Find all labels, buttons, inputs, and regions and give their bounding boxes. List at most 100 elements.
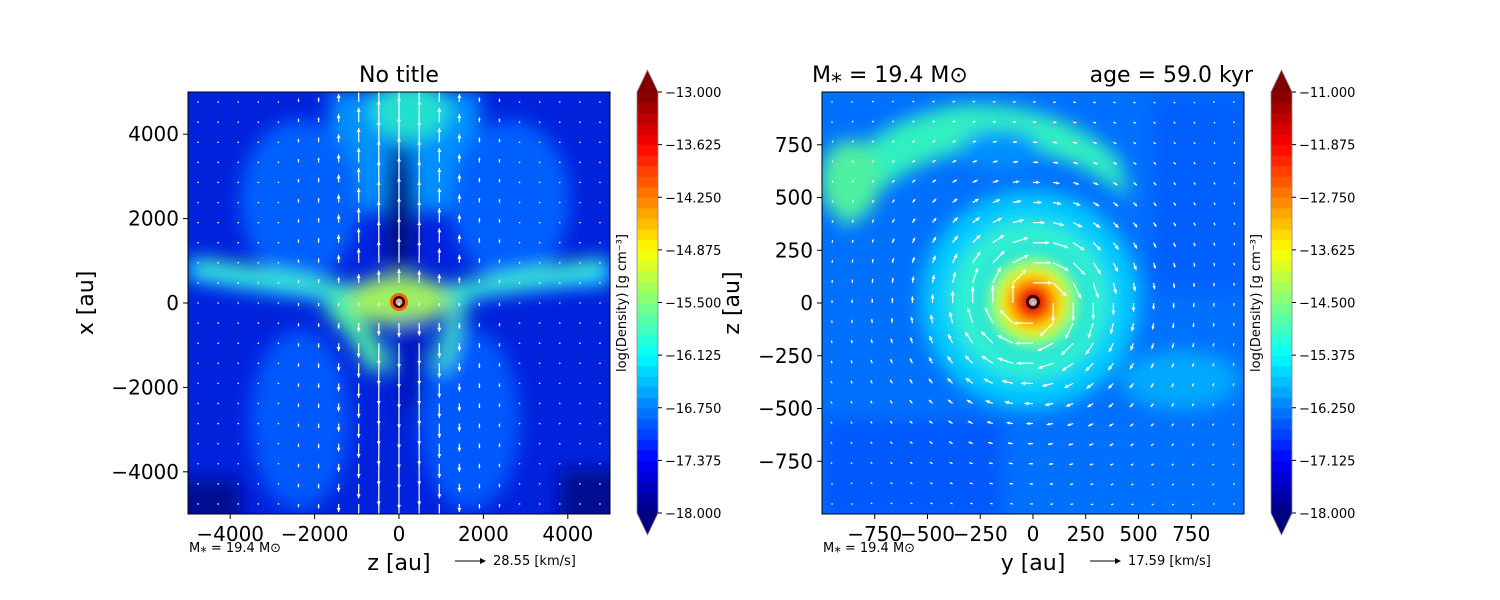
velocity-arrowhead [891, 297, 894, 301]
velocity-arrowhead [1034, 101, 1036, 103]
velocity-arrowhead [1214, 142, 1216, 144]
velocity-arrowhead [913, 120, 915, 122]
velocity-vector [558, 241, 561, 244]
velocity-arrowhead [317, 279, 320, 282]
velocity-arrowhead [356, 208, 361, 213]
velocity-arrowhead [850, 482, 852, 484]
velocity-arrowhead [1193, 264, 1196, 267]
colorbar-level [637, 449, 658, 461]
left-y-ticks: 4000 2000 0 −2000 −4000 [111, 122, 188, 484]
velocity-arrowhead [1194, 122, 1196, 124]
velocity-arrowhead [478, 486, 481, 489]
velocity-arrowhead [1172, 285, 1176, 288]
velocity-arrowhead [1172, 305, 1175, 309]
velocity-arrowhead [1233, 203, 1235, 205]
velocity-arrowhead [376, 100, 381, 105]
velocity-arrowhead [831, 300, 833, 302]
velocity-vector [599, 161, 601, 164]
velocity-vector [237, 362, 240, 365]
colorbar-level [637, 239, 658, 251]
velocity-arrowhead [1061, 350, 1066, 355]
velocity-arrowhead [297, 138, 300, 141]
velocity-vector [599, 302, 601, 304]
velocity-arrowhead [317, 117, 320, 120]
velocity-arrowhead [297, 425, 300, 427]
velocity-arrowhead [1040, 220, 1045, 225]
velocity-vector [518, 241, 521, 244]
velocity-arrowhead [317, 486, 320, 489]
velocity-vector [538, 362, 541, 365]
velocity-vector [237, 422, 240, 425]
colorbar-level [637, 207, 658, 219]
velocity-arrowhead [953, 101, 955, 103]
velocity-arrowhead [1054, 141, 1058, 144]
velocity-arrowhead [1192, 504, 1194, 505]
velocity-arrowhead [1232, 464, 1234, 466]
velocity-arrowhead [498, 158, 501, 161]
velocity-arrowhead [356, 413, 361, 418]
velocity-vector [217, 181, 219, 184]
velocity-vector [257, 382, 260, 385]
x-tick-label: 0 [393, 522, 406, 546]
velocity-arrowhead [1214, 162, 1216, 165]
velocity-arrowhead [437, 433, 442, 438]
y-tick-label: 4000 [128, 122, 179, 146]
colorbar-level [1271, 92, 1292, 104]
velocity-arrowhead [378, 304, 380, 306]
colorbar-level [637, 218, 658, 230]
velocity-vector [518, 382, 521, 385]
velocity-arrowhead [1086, 384, 1091, 389]
velocity-vector [277, 121, 280, 123]
colorbar-level [1271, 460, 1292, 472]
right-x-ticks: −750−500−250 0 250 500 750 [847, 514, 1210, 546]
colorbar-level [1271, 144, 1292, 156]
velocity-arrowhead [297, 259, 300, 262]
velocity-arrowhead [974, 140, 977, 143]
colorbar-extend-max [1271, 70, 1292, 92]
right-density-map [822, 92, 1244, 514]
velocity-vector [558, 322, 561, 324]
colorbar-tick-label: −13.625 [1299, 244, 1355, 259]
velocity-vector [257, 342, 260, 344]
left-quiver-key: 28.55 [km/s] [455, 554, 576, 569]
velocity-vector [217, 382, 219, 385]
velocity-arrowhead [478, 445, 481, 449]
velocity-arrowhead [1150, 424, 1153, 427]
velocity-vector [518, 402, 521, 405]
velocity-arrowhead [1048, 442, 1051, 446]
velocity-vector [538, 442, 541, 445]
velocity-arrowhead [438, 304, 441, 306]
velocity-arrowhead [950, 291, 955, 296]
velocity-arrowhead [831, 340, 833, 343]
velocity-arrowhead [478, 279, 481, 282]
colorbar-tick-label: −15.375 [1299, 349, 1355, 364]
velocity-arrowhead [1089, 463, 1092, 466]
velocity-arrowhead [498, 465, 501, 468]
velocity-arrowhead [1049, 483, 1052, 485]
velocity-arrowhead [870, 400, 873, 403]
velocity-arrowhead [376, 401, 381, 406]
velocity-arrowhead [930, 502, 932, 504]
velocity-arrowhead [1131, 483, 1133, 486]
velocity-arrowhead [336, 407, 341, 412]
velocity-vector [538, 422, 541, 425]
velocity-arrowhead [1085, 349, 1090, 355]
velocity-vector [197, 101, 199, 103]
colorbar-tick-label: −14.500 [1299, 297, 1355, 312]
y-tick-label: 2000 [128, 207, 179, 231]
velocity-arrowhead [1028, 462, 1031, 465]
velocity-arrowhead [990, 285, 995, 290]
velocity-arrowhead [1212, 344, 1215, 347]
colorbar-tick-label: −17.125 [1299, 454, 1355, 469]
velocity-arrowhead [892, 219, 895, 222]
velocity-vector [599, 282, 601, 284]
velocity-vector [277, 342, 280, 344]
velocity-arrowhead [1154, 122, 1156, 124]
velocity-vector [1233, 503, 1235, 505]
velocity-arrowhead [1029, 483, 1032, 485]
velocity-arrowhead [297, 179, 300, 181]
velocity-arrowhead [417, 360, 422, 365]
velocity-arrowhead [356, 433, 361, 438]
velocity-vector [257, 362, 260, 365]
colorbar-level [637, 491, 658, 504]
